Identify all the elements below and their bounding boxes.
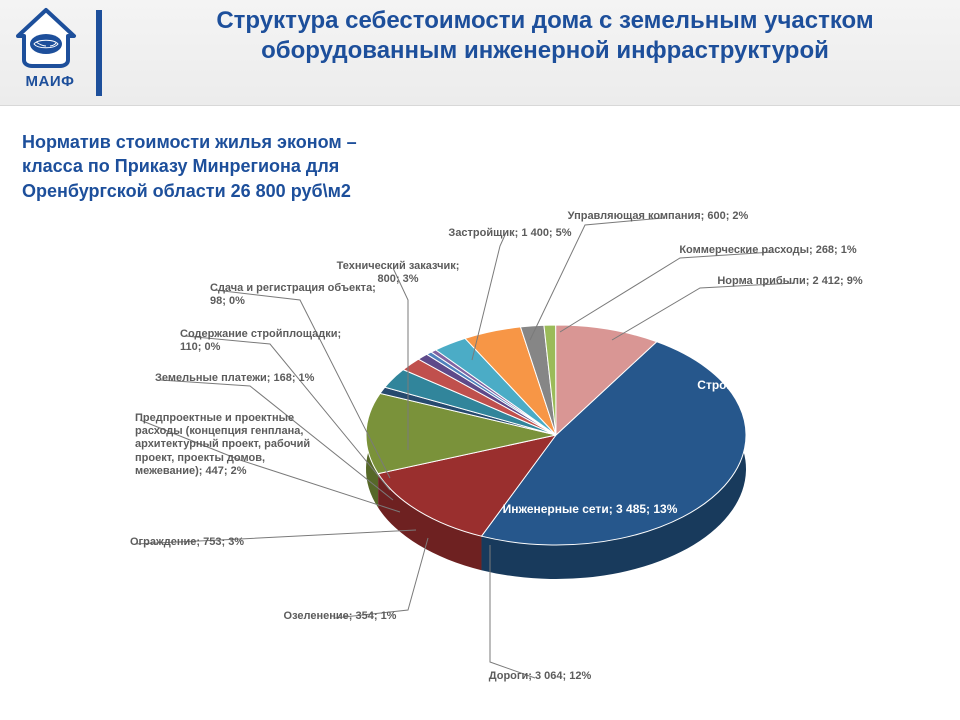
pie-chart bbox=[0, 0, 960, 720]
slice-label-ozelenenie: Озеленение; 354; 1% bbox=[260, 610, 420, 623]
slice-label-proekt: Предпроектные и проектные расходы (конце… bbox=[135, 412, 330, 478]
slice-label-pribyl: Норма прибыли; 2 412; 9% bbox=[685, 275, 895, 288]
leader-ozelenenie bbox=[335, 538, 428, 618]
slice-label-soderzh: Содержание стройплощадки; 110; 0% bbox=[180, 328, 350, 354]
slice-label-zem_platezhi: Земельные платежи; 168; 1% bbox=[155, 372, 325, 385]
slice-label-zastroyshchik: Застройщик; 1 400; 5% bbox=[430, 227, 590, 240]
slice-label-dorogi: Дороги; 3 064; 12% bbox=[450, 670, 630, 683]
slice-label-stroitelstvo: Строительство дома; 12 869; 48% bbox=[685, 378, 855, 407]
slice-label-upr_komp: Управляющая компания; 600; 2% bbox=[558, 210, 758, 223]
leader-kommerch bbox=[560, 252, 773, 332]
leader-pribyl bbox=[612, 283, 795, 340]
slice-label-ograzhdenie: Ограждение; 753; 3% bbox=[130, 536, 290, 549]
slice-label-inzh_seti: Инженерные сети; 3 485; 13% bbox=[495, 502, 685, 516]
slice-label-kommerch: Коммерческие расходы; 268; 1% bbox=[668, 244, 868, 257]
slice-label-tech_zakaz: Технический заказчик; 800; 3% bbox=[333, 260, 463, 286]
